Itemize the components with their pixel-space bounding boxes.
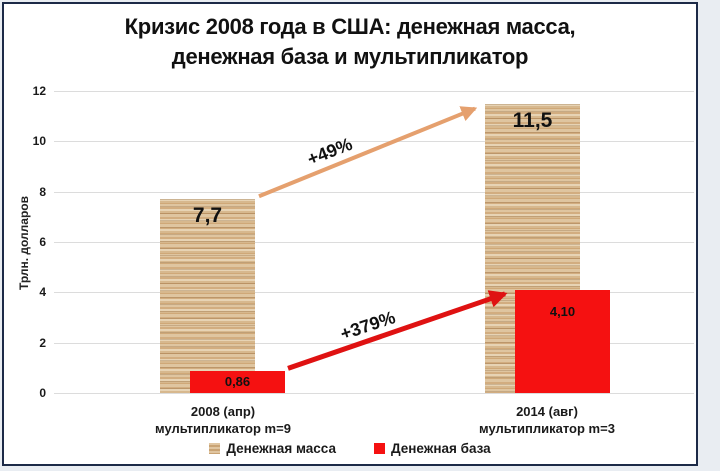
bar-value-label-money-base-2014: 4,10 (549, 303, 576, 319)
bar-money-supply-2008: 7,7 (160, 199, 255, 393)
legend-label-money-base: Денежная база (390, 441, 491, 456)
x-category-2014-line1: 2014 (авг) (516, 404, 578, 419)
growth-annotation-money-supply: +49% (304, 133, 356, 170)
legend-swatch-money-base (373, 443, 385, 454)
plot-area: Кризис 2008 года в США: денежная масса, … (4, 4, 696, 464)
bar-value-label-money-supply-2008: 7,7 (192, 204, 223, 228)
legend-swatch-money-supply (209, 443, 221, 454)
legend-label-money-supply: Денежная масса (226, 441, 336, 456)
bar-value-label-money-base-2008: 0,86 (224, 374, 251, 390)
growth-annotation-money-base: +379% (337, 307, 398, 344)
x-category-2008-line1: 2008 (апр) (190, 404, 256, 419)
y-tick-label: 6 (39, 235, 46, 249)
gridline (54, 141, 694, 143)
chart-title: Кризис 2008 года в США: денежная масса, … (4, 12, 696, 72)
chart-title-line1: Кризис 2008 года в США: денежная масса, (124, 14, 576, 39)
bar-value-label-money-supply-2014: 11,5 (512, 108, 553, 132)
gridline (54, 242, 694, 243)
legend: Денежная масса Денежная база (4, 441, 696, 456)
gridline (54, 393, 694, 394)
y-tick-label: 0 (39, 386, 46, 400)
gridline (54, 191, 694, 193)
y-tick-label: 10 (32, 134, 46, 149)
y-tick-label: 12 (32, 84, 46, 98)
y-tick-label: 4 (39, 285, 46, 300)
legend-item-money-supply: Денежная масса (209, 441, 336, 456)
growth-arrow-money-base (287, 290, 508, 371)
x-category-2008-line2: мультипликатор m=9 (155, 421, 291, 436)
chart-title-line2: денежная база и мультипликатор (171, 44, 529, 69)
gridline (54, 91, 694, 92)
bar-money-base-2014: 4,10 (515, 289, 610, 393)
bar-money-base-2008: 0,86 (190, 371, 285, 393)
growth-arrow-money-supply (258, 106, 478, 199)
x-category-2008: 2008 (апр) мультипликатор m=9 (103, 403, 343, 437)
y-tick-label: 8 (39, 184, 46, 199)
arrows-layer (258, 106, 508, 371)
legend-item-money-base: Денежная база (373, 441, 491, 456)
chart-panel: Кризис 2008 года в США: денежная масса, … (2, 2, 698, 466)
x-category-2014-line2: мультипликатор m=3 (479, 421, 615, 436)
x-category-2014: 2014 (авг) мультипликатор m=3 (427, 403, 667, 437)
y-tick-label: 2 (39, 335, 46, 350)
